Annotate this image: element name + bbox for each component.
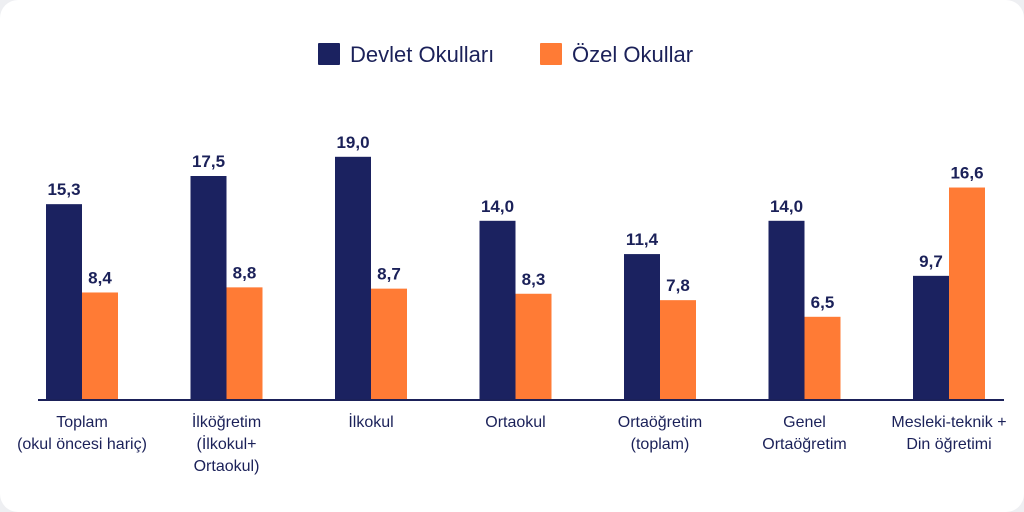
bar-devlet-1 bbox=[190, 176, 227, 400]
category-labels: Toplam (okul öncesi hariç) İlköğretim (İlko… bbox=[17, 412, 1006, 475]
value-label-devlet-5: 14,0 bbox=[770, 197, 803, 216]
category-label-3: Ortaokul bbox=[485, 414, 545, 431]
legend-label-ozel: Özel Okullar bbox=[572, 42, 693, 67]
value-label-ozel-6: 16,6 bbox=[950, 164, 983, 183]
value-label-devlet-6: 9,7 bbox=[919, 252, 943, 271]
bar-devlet-3 bbox=[479, 220, 516, 400]
bar-ozel-3 bbox=[515, 293, 552, 400]
bar-devlet-4 bbox=[624, 254, 660, 400]
bar-devlet-2 bbox=[335, 156, 371, 400]
bar-ozel-1 bbox=[226, 287, 263, 400]
legend: Devlet Okulları Özel Okullar bbox=[318, 42, 693, 67]
legend-label-devlet: Devlet Okulları bbox=[350, 42, 494, 67]
bar-devlet-0 bbox=[46, 204, 82, 400]
category-label-2: İlkokul bbox=[348, 412, 393, 431]
value-label-devlet-1: 17,5 bbox=[192, 152, 225, 171]
value-label-devlet-3: 14,0 bbox=[481, 197, 514, 216]
category-label-5: Genel Ortaöğretim bbox=[762, 414, 846, 453]
bar-ozel-2 bbox=[371, 288, 407, 400]
category-label-1: İlköğretim (İlkokul+ Ortaokul) bbox=[192, 412, 261, 475]
value-label-ozel-3: 8,3 bbox=[522, 270, 546, 289]
value-label-ozel-5: 6,5 bbox=[811, 293, 835, 312]
category-label-6: Mesleki-teknik + Din öğretimi bbox=[891, 414, 1006, 453]
legend-swatch-ozel bbox=[540, 43, 562, 65]
value-label-ozel-4: 7,8 bbox=[666, 276, 690, 295]
bar-ozel-4 bbox=[660, 300, 696, 400]
value-label-devlet-4: 11,4 bbox=[626, 230, 659, 249]
value-label-devlet-2: 19,0 bbox=[336, 133, 369, 152]
category-label-4: Ortaöğretim (toplam) bbox=[618, 414, 702, 453]
bar-ozel-0 bbox=[82, 292, 118, 400]
value-label-ozel-1: 8,8 bbox=[233, 263, 257, 282]
value-label-ozel-2: 8,7 bbox=[377, 265, 401, 284]
value-label-ozel-0: 8,4 bbox=[88, 268, 112, 287]
bar-devlet-6 bbox=[913, 275, 949, 400]
value-label-devlet-0: 15,3 bbox=[47, 180, 80, 199]
bars bbox=[46, 156, 985, 400]
value-labels: 15,3 8,4 17,5 8,8 19,0 8,7 14,0 8,3 11,4 7,8 14,0 6… bbox=[47, 133, 983, 312]
bar-ozel-5 bbox=[804, 316, 841, 400]
legend-swatch-devlet bbox=[318, 43, 340, 65]
category-label-0: Toplam (okul öncesi hariç) bbox=[17, 414, 147, 453]
bar-ozel-6 bbox=[949, 187, 985, 400]
bar-devlet-5 bbox=[768, 220, 805, 400]
